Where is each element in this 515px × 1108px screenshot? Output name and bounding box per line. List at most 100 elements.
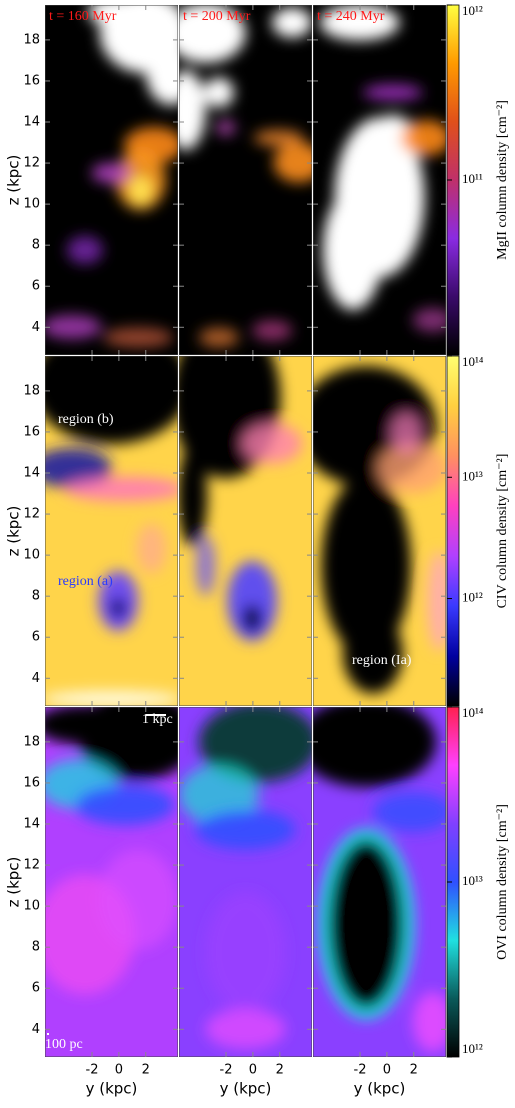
y-axis-label: z (kpc) bbox=[5, 155, 23, 206]
x-tick-label: 0 bbox=[115, 1063, 123, 1078]
panel-title: t = 200 Myr bbox=[183, 9, 251, 24]
y-tick-label: 16 bbox=[23, 73, 40, 88]
simulation-image bbox=[179, 707, 312, 1057]
image-feature bbox=[88, 5, 149, 27]
colorbar-tick-label: 10¹³ bbox=[462, 873, 483, 888]
y-tick-label: 14 bbox=[23, 466, 40, 481]
y-tick-label: 8 bbox=[32, 589, 40, 604]
simulation-image bbox=[313, 356, 446, 706]
image-feature bbox=[372, 792, 446, 832]
y-tick-label: 12 bbox=[23, 156, 40, 171]
image-feature bbox=[253, 130, 304, 146]
image-features bbox=[45, 707, 178, 995]
colorbar-tick-label: 10¹² bbox=[462, 3, 483, 18]
y-tick-label: 12 bbox=[23, 858, 40, 873]
image-feature bbox=[45, 315, 102, 339]
image-feature bbox=[242, 423, 303, 464]
image-feature bbox=[179, 70, 206, 150]
simulation-image bbox=[45, 356, 178, 706]
y-axis-label: z (kpc) bbox=[5, 857, 23, 908]
image-feature bbox=[64, 477, 178, 501]
x-tick-label: 0 bbox=[383, 1063, 391, 1078]
x-tick-label: 2 bbox=[142, 1063, 150, 1078]
image-features bbox=[179, 356, 303, 641]
y-tick-label: 8 bbox=[32, 238, 40, 253]
image-feature bbox=[377, 443, 446, 493]
image-features bbox=[179, 5, 312, 348]
image-feature bbox=[427, 551, 446, 651]
y-tick-label: 10 bbox=[23, 899, 40, 914]
image-feature bbox=[195, 536, 216, 596]
image-feature bbox=[412, 992, 446, 1052]
x-tick-label: -2 bbox=[86, 1063, 99, 1078]
annotation: 100 pc bbox=[45, 1037, 83, 1052]
image-feature bbox=[321, 476, 412, 656]
colorbar-tick-label: 10¹² bbox=[462, 590, 483, 605]
colorbar-label: CIV column density [cm⁻²] bbox=[495, 454, 510, 609]
y-tick-label: 18 bbox=[23, 383, 40, 398]
image-features bbox=[313, 366, 446, 694]
image-feature bbox=[272, 7, 312, 38]
image-feature bbox=[179, 5, 246, 63]
image-features bbox=[45, 5, 178, 348]
image-feature bbox=[45, 691, 178, 706]
image-feature bbox=[401, 120, 446, 156]
image-feature bbox=[136, 523, 167, 574]
image-features bbox=[319, 5, 446, 332]
annotation: region (b) bbox=[58, 412, 114, 427]
image-feature bbox=[391, 413, 422, 453]
simulation-image bbox=[45, 707, 178, 1057]
image-feature bbox=[273, 142, 312, 183]
y-tick-label: 4 bbox=[32, 320, 40, 335]
simulation-image bbox=[313, 5, 446, 355]
y-tick-label: 16 bbox=[23, 775, 40, 790]
image-features bbox=[45, 356, 178, 706]
annotation: region (Ia) bbox=[352, 653, 412, 668]
image-feature bbox=[215, 119, 236, 136]
image-feature bbox=[242, 604, 263, 633]
image-features bbox=[179, 707, 312, 1049]
image-feature bbox=[362, 84, 423, 101]
x-tick-label: 2 bbox=[276, 1063, 284, 1078]
image-feature bbox=[328, 839, 405, 1009]
y-tick-label: 14 bbox=[23, 115, 40, 130]
y-tick-label: 12 bbox=[23, 507, 40, 522]
image-feature bbox=[319, 5, 400, 41]
y-tick-label: 18 bbox=[23, 32, 40, 47]
image-feature bbox=[45, 356, 178, 444]
image-feature bbox=[322, 190, 383, 310]
colorbar-label: OVI column density [cm⁻²] bbox=[495, 804, 510, 960]
y-tick-label: 14 bbox=[23, 817, 40, 832]
image-feature bbox=[227, 561, 278, 641]
image-feature bbox=[179, 446, 208, 546]
y-tick-label: 6 bbox=[32, 279, 40, 294]
colorbar-tick-label: 10¹⁴ bbox=[462, 705, 484, 720]
y-tick-label: 16 bbox=[23, 424, 40, 439]
x-tick-label: 0 bbox=[249, 1063, 257, 1078]
image-feature bbox=[179, 764, 259, 825]
colorbar-tick-label: 10¹¹ bbox=[462, 171, 483, 186]
y-tick-label: 4 bbox=[32, 671, 40, 686]
image-feature bbox=[205, 892, 286, 1012]
image-feature bbox=[98, 849, 178, 950]
y-tick-label: 4 bbox=[32, 1022, 40, 1037]
panel-title: t = 240 Myr bbox=[317, 9, 385, 24]
panel-title: t = 160 Myr bbox=[49, 9, 117, 24]
image-feature bbox=[103, 327, 174, 348]
image-feature bbox=[128, 175, 153, 206]
x-tick-label: -2 bbox=[220, 1063, 233, 1078]
image-features bbox=[313, 707, 446, 1052]
image-feature bbox=[91, 163, 132, 183]
y-axis-label: z (kpc) bbox=[5, 506, 23, 557]
colorbar-label: MgII column density [cm⁻²] bbox=[495, 100, 510, 260]
colorbar bbox=[446, 355, 460, 707]
image-feature bbox=[74, 785, 175, 825]
y-tick-label: 10 bbox=[23, 197, 40, 212]
image-feature bbox=[198, 327, 239, 348]
x-axis-label: y (kpc) bbox=[86, 1080, 138, 1098]
annotation: region (a) bbox=[58, 574, 113, 589]
image-feature bbox=[110, 598, 127, 618]
image-feature bbox=[195, 809, 296, 850]
image-feature bbox=[412, 308, 446, 332]
